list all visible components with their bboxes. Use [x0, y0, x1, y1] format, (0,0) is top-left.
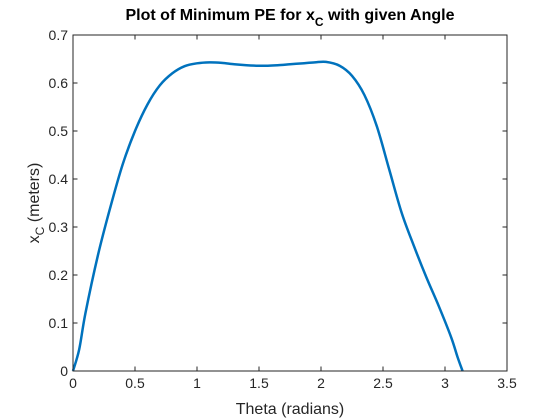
- y-axis-label: xC (meters): [26, 163, 47, 244]
- chart-title-subscript: C: [315, 15, 324, 29]
- curve-layer: [71, 60, 464, 372]
- y-tick-label: 0.5: [49, 123, 69, 139]
- chart-title-main: Plot of Minimum PE for x: [126, 7, 315, 24]
- y-axis-label-subscript: C: [33, 226, 47, 235]
- y-tick-label: 0.2: [49, 267, 69, 283]
- x-tick-label: 1: [193, 375, 201, 391]
- x-tick-label: 1.5: [249, 375, 269, 391]
- x-tick-label: 0.5: [125, 375, 145, 391]
- y-tick-label: 0.1: [49, 315, 69, 331]
- y-tick-label: 0.7: [49, 27, 69, 43]
- y-tick-label: 0: [60, 363, 68, 379]
- y-axis-label-main: x: [26, 235, 43, 243]
- chart-title: Plot of Minimum PE for xC with given Ang…: [126, 7, 455, 29]
- x-tick-label: 3: [441, 375, 449, 391]
- y-axis-label-tail: (meters): [26, 163, 43, 227]
- x-tick-label: 2: [317, 375, 325, 391]
- x-axis-ticks: 0 0.5 1 1.5 2 2.5 3 3.5: [69, 35, 517, 391]
- x-tick-label: 0: [69, 375, 77, 391]
- x-tick-label: 3.5: [497, 375, 517, 391]
- plot-background: [73, 35, 507, 371]
- x-tick-label: 2.5: [373, 375, 393, 391]
- y-tick-label: 0.3: [49, 219, 69, 235]
- series-line: [71, 60, 464, 372]
- plot-frame: [72, 34, 508, 372]
- y-axis-ticks: 0 0.1 0.2 0.3 0.4 0.5 0.6 0.7: [49, 27, 507, 379]
- y-tick-label: 0.4: [49, 171, 69, 187]
- y-tick-label: 0.6: [49, 75, 69, 91]
- chart-title-tail: with given Angle: [324, 7, 455, 24]
- x-axis-label: Theta (radians): [236, 401, 345, 418]
